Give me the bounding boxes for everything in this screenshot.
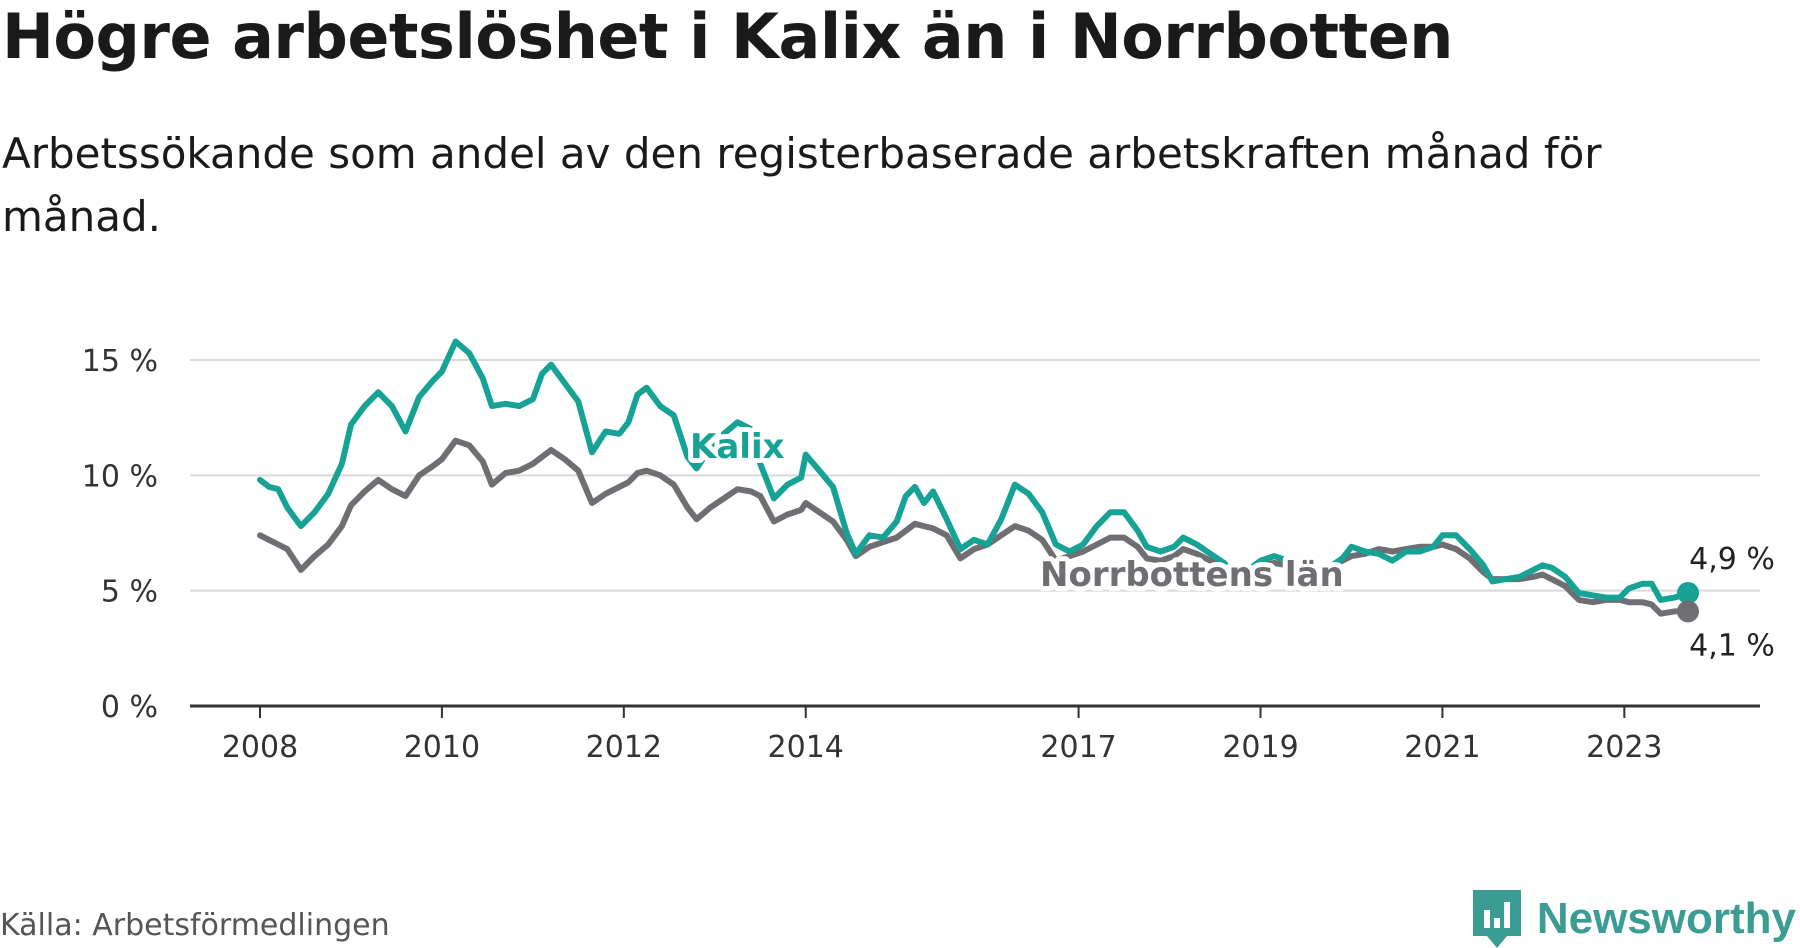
source-note: Källa: Arbetsförmedlingen (0, 908, 390, 943)
series-label-norrbotten: Norrbottens län (1040, 555, 1344, 595)
y-tick-label: 0 % (101, 690, 158, 725)
end-label-kalix: 4,9 % (1689, 542, 1775, 577)
x-tick-label: 2023 (1586, 730, 1662, 765)
chart-subtitle: Arbetssökande som andel av den registerb… (2, 129, 1602, 241)
y-tick-label: 15 % (82, 344, 158, 379)
brand-name: Newsworthy (1536, 894, 1796, 943)
x-tick-label: 2019 (1222, 730, 1298, 765)
chart-title: Högre arbetslöshet i Kalix än i Norrbott… (2, 0, 1453, 73)
newsworthy-logo-icon (1472, 890, 1521, 948)
series-labels: Kalix Norrbottens län 4,9 % 4,1 % (685, 422, 1775, 663)
end-label-norrbotten: 4,1 % (1689, 628, 1775, 663)
y-tick-label: 5 % (101, 575, 158, 610)
x-tick-label: 2021 (1404, 730, 1480, 765)
x-axis-ticks: 2008 2010 2012 2014 2017 2019 2021 2023 (222, 706, 1663, 765)
brand-logo: Newsworthy (1472, 890, 1796, 948)
x-tick-label: 2017 (1040, 730, 1116, 765)
gridlines (190, 359, 1760, 708)
x-tick-label: 2010 (404, 730, 480, 765)
x-tick-label: 2014 (768, 730, 844, 765)
series-line-kalix (257, 338, 1691, 603)
y-axis-ticks: 0 % 5 % 10 % 15 % (82, 344, 158, 725)
line-chart: 0 %5 %10 %15 % 2008 2010 2012 2014 2017 2019 2… (82, 338, 1775, 765)
x-tick-label: 2008 (222, 730, 298, 765)
y-tick-label: 10 % (82, 459, 158, 494)
end-point-norrbotten (1677, 600, 1699, 623)
x-tick-label: 2012 (586, 730, 662, 765)
series-line-norrbotten (257, 437, 1691, 617)
end-point-kalix (1677, 581, 1699, 604)
series-lines (257, 338, 1699, 623)
series-label-kalix: Kalix (690, 427, 785, 467)
